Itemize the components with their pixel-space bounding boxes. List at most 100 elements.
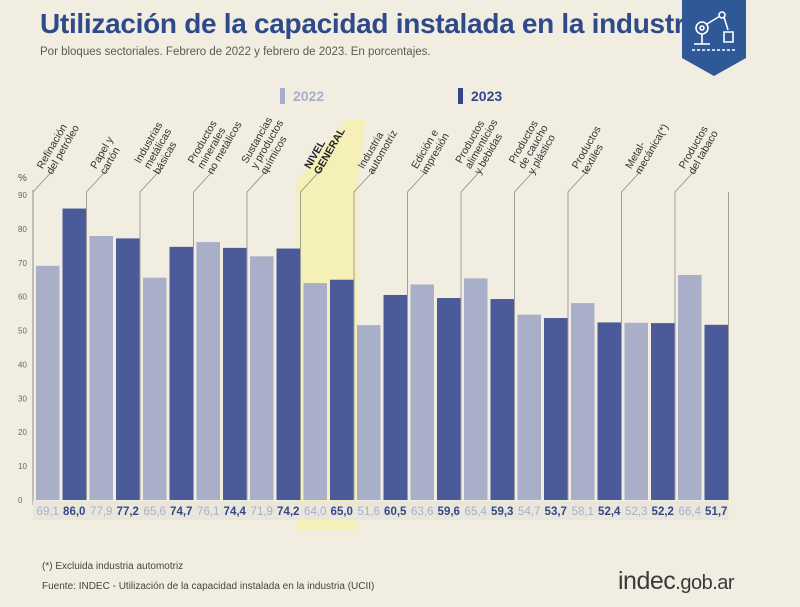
category-label: Productosmineralesno metálicos [186, 108, 245, 176]
bar-2022 [357, 325, 381, 500]
y-tick-label: 20 [18, 428, 27, 437]
bar-2022 [196, 242, 220, 500]
category-divider [193, 167, 216, 500]
bar-2022 [303, 283, 327, 500]
category-label: Productosdel tabaco [677, 123, 721, 177]
industry-robot-arm-icon [682, 0, 746, 76]
y-tick-label: 30 [18, 394, 27, 403]
data-label-2022: 58,1 [572, 506, 594, 518]
bar-2023 [169, 246, 193, 500]
data-label-2023: 77,2 [117, 506, 139, 518]
data-label-2023: 60,5 [384, 506, 407, 518]
bar-2023 [330, 279, 354, 500]
legend-2023: 2023 [458, 88, 502, 104]
y-tick-label: 50 [18, 327, 27, 336]
data-label-2022: 65,4 [465, 506, 488, 518]
category-divider [567, 167, 591, 500]
data-label-2022: 51,6 [358, 506, 380, 518]
data-label-2022: 52,3 [625, 506, 647, 518]
bar-2022 [89, 236, 113, 500]
value-label-strip [33, 501, 729, 520]
category-label: Productosalimenticiosy bebidas [453, 112, 510, 177]
bar-2022 [678, 274, 702, 500]
bar-2023 [490, 299, 514, 500]
bar-2023 [276, 248, 300, 500]
data-label-2022: 71,9 [251, 506, 273, 518]
bar-2023 [62, 208, 86, 501]
category-label: Industriasmetálicasbásicas [132, 120, 184, 176]
category-divider [514, 167, 537, 500]
bar-2023 [651, 323, 675, 500]
legend-swatch-2022 [280, 88, 285, 104]
bar-2023 [116, 238, 140, 500]
category-label: Edición eimpresión [409, 125, 452, 176]
bar-2022 [36, 265, 60, 500]
indec-logo: indec.gob.ar [618, 567, 735, 596]
category-label: Papel ycartón [88, 134, 126, 176]
category-label: Productosde cauchoy plástico [507, 117, 561, 176]
data-label-2023: 52,4 [598, 506, 621, 518]
bar-2023 [597, 322, 621, 500]
y-axis-label: % [18, 173, 27, 184]
y-tick-label: 0 [18, 496, 23, 505]
chart-title: Utilización de la capacidad instalada en… [40, 8, 708, 39]
data-label-2022: 63,6 [411, 506, 433, 518]
legend-2022: 2022 [280, 88, 324, 104]
category-divider [407, 167, 430, 500]
category-divider [621, 167, 644, 500]
data-label-2023: 74,7 [170, 506, 192, 518]
category-divider [460, 167, 484, 500]
category-label: Refinacióndel petróleo [35, 117, 82, 176]
y-tick-label: 60 [18, 293, 27, 302]
legend-label-2023: 2023 [471, 88, 503, 104]
bar-2022 [464, 278, 488, 500]
category-label: Productostextiles [570, 124, 614, 176]
bar-2022 [624, 322, 648, 500]
data-label-2022: 77,9 [90, 506, 112, 518]
category-divider [32, 167, 56, 500]
bar-2023 [544, 318, 568, 500]
bar-2022 [410, 284, 434, 500]
data-label-2023: 86,0 [63, 506, 85, 518]
legend-swatch-2023 [458, 88, 463, 104]
bar-2023 [704, 324, 728, 500]
bar-2023 [383, 294, 407, 500]
bar-2022 [517, 314, 541, 500]
data-label-2022: 69,1 [37, 506, 59, 518]
y-tick-label: 90 [18, 191, 27, 200]
data-label-2022: 76,1 [197, 506, 219, 518]
category-divider [300, 167, 323, 500]
bar-2022 [250, 256, 274, 500]
category-divider [86, 167, 109, 500]
bar-2022 [571, 303, 595, 500]
data-label-2023: 52,2 [652, 506, 674, 518]
data-label-2023: 59,6 [438, 506, 460, 518]
category-divider [674, 167, 698, 500]
bar-2023 [223, 247, 247, 500]
bar-2022 [143, 277, 167, 500]
data-label-2023: 65,0 [331, 506, 353, 518]
category-label: Metal-mecánica(*) [623, 116, 671, 176]
logo-suffix: .gob.ar [675, 572, 735, 594]
bar-2023 [437, 298, 461, 500]
category-divider [353, 167, 377, 500]
y-tick-label: 70 [18, 259, 27, 268]
data-label-2023: 74,2 [277, 506, 299, 518]
source-note: Fuente: INDEC - Utilización de la capaci… [42, 581, 375, 592]
y-tick-label: 80 [18, 225, 27, 234]
y-tick-label: 40 [18, 360, 27, 369]
data-label-2023: 59,3 [491, 506, 513, 518]
chart-subtitle: Por bloques sectoriales. Febrero de 2022… [40, 46, 431, 58]
category-divider [139, 167, 163, 500]
data-label-2022: 65,6 [144, 506, 166, 518]
legend-label-2022: 2022 [293, 88, 325, 104]
data-label-2022: 66,4 [679, 506, 702, 518]
footnote: (*) Excluida industria automotriz [42, 561, 184, 572]
data-label-2022: 64,0 [304, 506, 326, 518]
data-label-2023: 51,7 [705, 506, 727, 518]
category-label: Sustanciasy productosquímicos [239, 112, 296, 176]
data-label-2023: 53,7 [545, 506, 567, 518]
category-divider [246, 167, 270, 500]
data-label-2023: 74,4 [224, 506, 247, 518]
